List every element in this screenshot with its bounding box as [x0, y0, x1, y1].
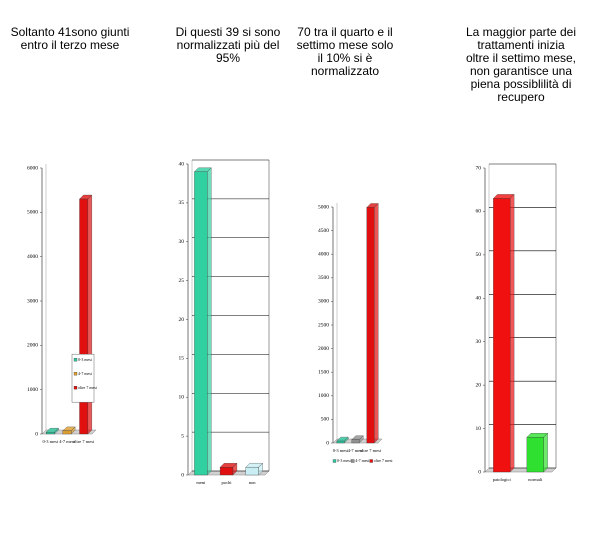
legend-swatch [73, 372, 78, 376]
y-tick-label: 60 [476, 209, 482, 215]
x-tick-label: patologici [493, 477, 512, 482]
y-tick-label: 2000 [27, 343, 38, 349]
y-tick-label: 6000 [27, 165, 38, 171]
y-tick-label: 2000 [318, 346, 329, 352]
bar [219, 467, 234, 476]
legend-label: oltre 7 mesi [374, 458, 394, 463]
y-tick-label: 10 [476, 426, 482, 432]
y-tick-label: 15 [179, 356, 185, 362]
y-tick-label: 1000 [27, 387, 38, 393]
y-tick-label: 30 [476, 339, 482, 345]
y-tick-label: 35 [179, 200, 185, 206]
y-tick-label: 4500 [318, 228, 329, 234]
x-tick-label: oltre 7 mesi [73, 439, 95, 444]
caption: Soltanto 41sono giunti entro il terzo me… [10, 25, 130, 52]
legend-swatch [351, 459, 355, 463]
y-tick-label: 0 [326, 440, 329, 446]
x-tick-label: 0-3 mesi [333, 448, 349, 453]
y-tick-label: 1000 [318, 393, 329, 399]
legend-box [71, 353, 95, 403]
x-tick-label: pochi [222, 480, 233, 485]
y-tick-label: 0 [478, 469, 481, 475]
bar [493, 198, 511, 473]
x-tick-label: 0-3 mesi [43, 439, 59, 444]
bar [194, 171, 208, 476]
legend-swatch [73, 358, 78, 362]
x-tick-label: oltre 7 mesi [360, 448, 382, 453]
y-tick-label: 1500 [318, 369, 329, 375]
caption: La maggior parte dei trattamenti inizia … [465, 25, 577, 104]
y-tick-label: 0 [35, 431, 38, 437]
y-tick-label: 2500 [318, 322, 329, 328]
bar [336, 440, 345, 444]
legend-label: 4-7 mesi [355, 458, 370, 463]
caption: Di questi 39 si sono normalizzati più de… [175, 25, 281, 65]
legend-swatch [332, 459, 337, 463]
y-tick-label: 4000 [27, 254, 38, 260]
bar [351, 439, 360, 444]
y-tick-label: 20 [179, 317, 185, 323]
bar [366, 207, 375, 444]
y-tick-label: 20 [476, 382, 482, 388]
legend-swatch [369, 459, 373, 463]
bar [526, 437, 544, 473]
x-tick-label: 4-7 mesi [59, 439, 75, 444]
x-tick-label: 4-7 mesi [348, 448, 364, 453]
y-tick-label: 40 [179, 161, 185, 167]
y-tick-label: 70 [476, 165, 482, 171]
bar-side [374, 203, 379, 444]
bar [79, 198, 88, 435]
y-tick-label: 5000 [318, 204, 329, 210]
y-tick-label: 500 [321, 417, 330, 423]
bar [62, 430, 72, 435]
bar-side [509, 194, 515, 473]
y-tick-label: 10 [179, 395, 185, 401]
legend-label: 0-3 mesi [78, 357, 93, 362]
y-tick-label: 5000 [27, 210, 38, 216]
y-tick-label: 25 [179, 278, 185, 284]
caption: 70 tra il quarto e il settimo mese solo … [296, 25, 394, 78]
legend-label: 4-7 mesi [78, 371, 93, 376]
bar [46, 432, 55, 435]
y-tick-label: 0 [181, 472, 184, 478]
legend-label: 0-3 mesi [337, 458, 352, 463]
y-tick-label: 4000 [318, 251, 329, 257]
y-tick-label: 50 [476, 252, 482, 258]
bar-side [207, 167, 212, 476]
bar-side [543, 432, 548, 473]
y-tick-label: 40 [476, 296, 482, 302]
y-tick-label: 3000 [318, 299, 329, 305]
x-tick-label: normali [528, 477, 543, 482]
x-tick-label: meni [196, 480, 206, 485]
x-tick-label: non [249, 480, 257, 485]
legend-swatch [73, 386, 78, 390]
y-tick-label: 30 [179, 239, 185, 245]
y-tick-label: 3000 [27, 298, 38, 304]
y-tick-label: 5 [181, 433, 184, 439]
bar [245, 467, 259, 476]
y-tick-label: 3500 [318, 275, 329, 281]
legend-label: oltre 7 mesi [78, 385, 98, 390]
